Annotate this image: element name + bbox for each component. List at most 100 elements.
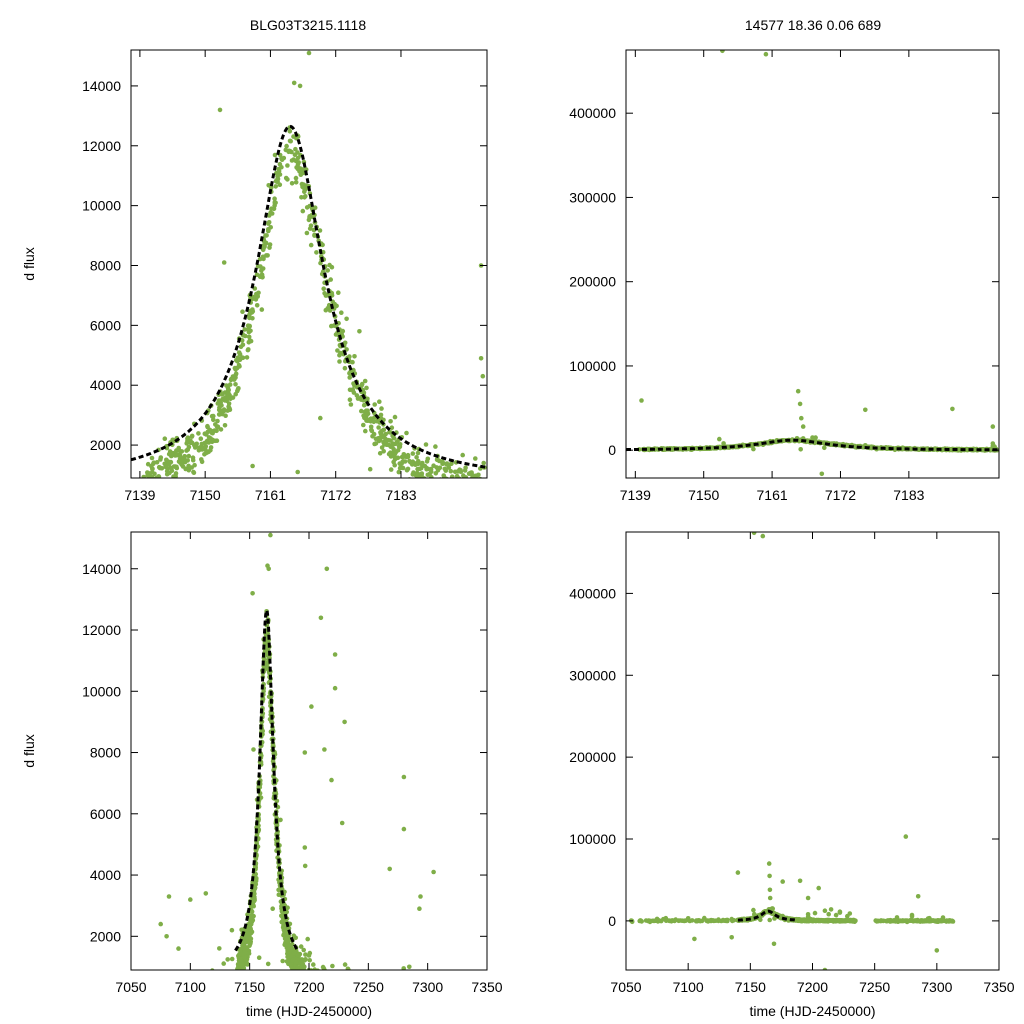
data-point xyxy=(217,412,222,417)
y-axis-label: d flux xyxy=(21,247,37,280)
data-point xyxy=(456,483,461,488)
data-point xyxy=(196,1003,201,1008)
data-point xyxy=(813,918,818,923)
x-tick-label: 7350 xyxy=(983,979,1014,995)
data-point xyxy=(456,484,461,489)
data-point xyxy=(443,495,448,500)
data-point xyxy=(286,935,291,941)
y-tick-label: 2000 xyxy=(90,928,121,944)
data-point xyxy=(328,277,334,282)
y-axis-label: d flux xyxy=(21,734,37,767)
data-point xyxy=(219,392,225,397)
data-point xyxy=(223,990,228,995)
data-point xyxy=(751,532,757,536)
data-point xyxy=(437,1014,442,1019)
data-point xyxy=(253,291,259,297)
data-point xyxy=(290,957,296,963)
data-point xyxy=(258,760,264,765)
data-point xyxy=(332,652,338,657)
data-point xyxy=(444,461,450,466)
data-point xyxy=(246,951,252,956)
data-point xyxy=(221,975,226,980)
data-point xyxy=(215,401,221,406)
data-point xyxy=(245,971,250,976)
data-point xyxy=(479,489,484,494)
y-tick-label: 12000 xyxy=(82,622,121,638)
data-point xyxy=(415,450,421,456)
data-point xyxy=(209,413,215,419)
data-point xyxy=(308,242,314,248)
data-point xyxy=(452,480,457,485)
data-point xyxy=(341,986,346,991)
data-point xyxy=(166,894,172,899)
data-point xyxy=(336,991,341,996)
data-point xyxy=(481,485,486,490)
data-point xyxy=(297,973,302,978)
data-point xyxy=(805,895,811,901)
data-point xyxy=(222,985,227,990)
data-point xyxy=(395,980,400,985)
data-point xyxy=(426,997,431,1002)
y-tick-label: 14000 xyxy=(82,78,121,94)
data-point xyxy=(408,998,413,1003)
data-point xyxy=(393,1005,398,1010)
data-point xyxy=(451,493,456,498)
data-point xyxy=(241,971,246,976)
data-point xyxy=(156,993,161,998)
data-point xyxy=(379,445,385,450)
data-point xyxy=(460,486,465,491)
x-tick-label: 7161 xyxy=(255,487,286,503)
data-point xyxy=(381,449,387,454)
data-point xyxy=(887,918,893,923)
data-point xyxy=(329,290,335,296)
data-point xyxy=(347,354,352,359)
model-curve xyxy=(234,607,299,952)
data-point xyxy=(291,972,296,977)
data-point xyxy=(295,971,300,976)
data-point xyxy=(307,974,312,979)
x-tick-label: 7139 xyxy=(620,487,651,503)
data-point xyxy=(470,489,475,494)
data-point xyxy=(339,820,345,826)
data-point xyxy=(338,997,343,1002)
data-point xyxy=(266,227,271,232)
data-point xyxy=(322,291,327,296)
data-point xyxy=(392,991,397,996)
data-point xyxy=(418,1012,423,1017)
data-point xyxy=(365,418,371,424)
data-point xyxy=(291,973,296,978)
data-point xyxy=(329,777,334,783)
data-point xyxy=(352,354,357,359)
data-point xyxy=(224,996,229,1001)
data-point xyxy=(654,916,660,922)
data-point xyxy=(772,916,777,921)
data-point xyxy=(413,1001,418,1006)
data-point xyxy=(284,982,289,987)
data-point xyxy=(251,747,256,752)
data-point xyxy=(172,1001,177,1006)
data-point xyxy=(212,979,217,984)
data-point xyxy=(278,817,283,823)
data-point xyxy=(168,459,174,465)
x-tick-label: 7100 xyxy=(673,979,704,995)
data-point xyxy=(324,974,329,979)
data-point xyxy=(176,445,181,451)
data-point xyxy=(343,978,348,983)
data-point xyxy=(437,481,442,486)
data-point xyxy=(391,1000,396,1005)
data-point xyxy=(333,332,339,337)
data-point xyxy=(289,973,294,978)
data-point xyxy=(422,480,427,485)
data-point xyxy=(428,1001,433,1006)
data-point xyxy=(397,465,403,471)
data-point xyxy=(287,129,293,134)
data-point xyxy=(639,398,644,403)
data-point xyxy=(258,264,263,269)
data-point xyxy=(476,484,481,489)
data-point xyxy=(295,952,301,958)
data-point xyxy=(906,918,911,924)
data-point xyxy=(418,487,423,492)
panel-bottom-left: 7050 7100 7150 7200 7250 7300 7350200040006000… xyxy=(21,531,503,1019)
data-point xyxy=(401,826,407,832)
data-point xyxy=(214,990,219,995)
